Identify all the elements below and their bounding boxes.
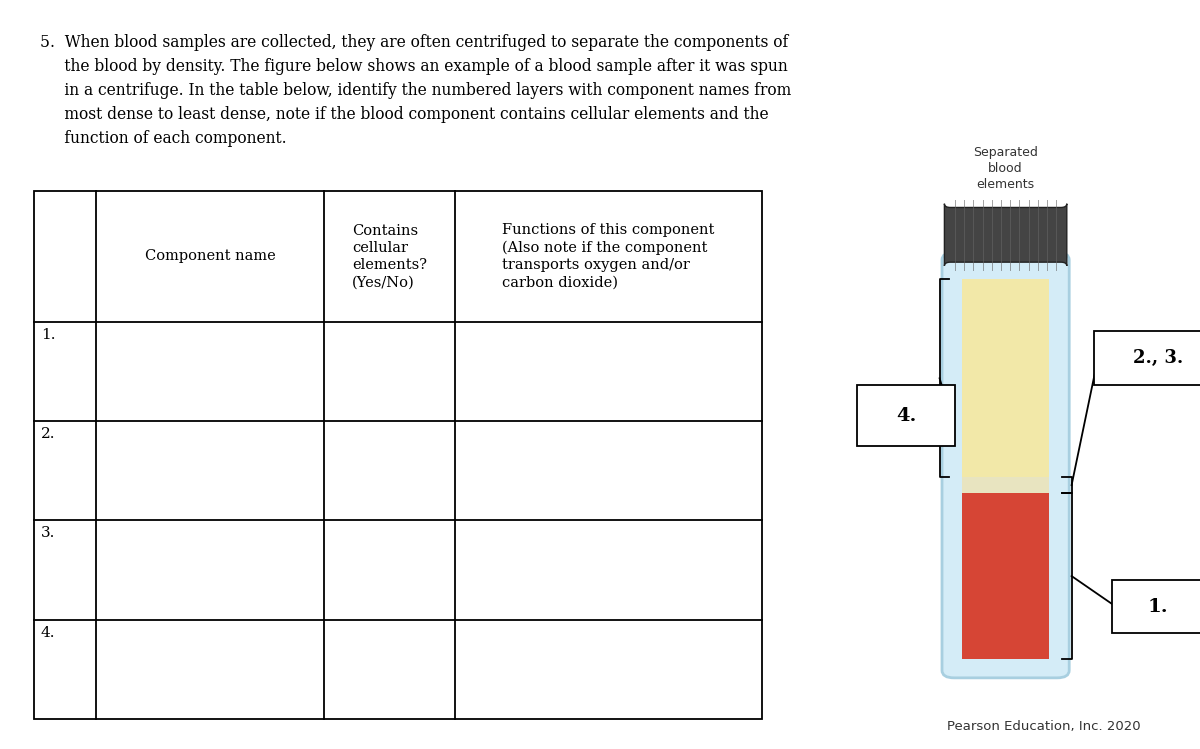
FancyBboxPatch shape bbox=[1112, 580, 1200, 634]
Text: Pearson Education, Inc. 2020: Pearson Education, Inc. 2020 bbox=[947, 720, 1141, 733]
Text: Separated
blood
elements: Separated blood elements bbox=[973, 146, 1038, 191]
Text: 1.: 1. bbox=[1147, 598, 1169, 616]
Bar bbox=[962, 279, 1049, 477]
Bar bbox=[34, 191, 762, 719]
Text: 5.  When blood samples are collected, they are often centrifuged to separate the: 5. When blood samples are collected, the… bbox=[40, 34, 791, 148]
Text: 4.: 4. bbox=[41, 625, 55, 640]
Text: 1.: 1. bbox=[41, 328, 55, 342]
Text: 3.: 3. bbox=[41, 527, 55, 541]
Bar bbox=[962, 477, 1049, 493]
Text: 4.: 4. bbox=[896, 407, 916, 425]
FancyBboxPatch shape bbox=[944, 204, 1067, 266]
Text: Functions of this component
(Also note if the component
transports oxygen and/or: Functions of this component (Also note i… bbox=[502, 223, 714, 290]
Text: 2.: 2. bbox=[41, 427, 55, 441]
Text: Contains
cellular
elements?
(Yes/No): Contains cellular elements? (Yes/No) bbox=[352, 223, 427, 289]
FancyBboxPatch shape bbox=[857, 385, 955, 446]
Bar bbox=[962, 493, 1049, 659]
FancyBboxPatch shape bbox=[1094, 331, 1200, 385]
Text: Component name: Component name bbox=[145, 249, 275, 264]
FancyBboxPatch shape bbox=[942, 252, 1069, 678]
Text: 2., 3.: 2., 3. bbox=[1133, 349, 1183, 367]
